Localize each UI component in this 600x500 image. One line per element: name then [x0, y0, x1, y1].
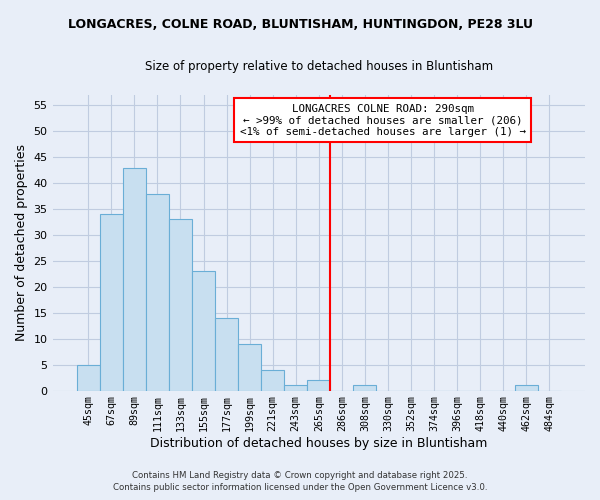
Bar: [284, 386, 307, 390]
Bar: [238, 344, 261, 391]
Bar: [77, 364, 100, 390]
Bar: [215, 318, 238, 390]
Bar: [515, 386, 538, 390]
Bar: [100, 214, 123, 390]
Bar: [261, 370, 284, 390]
Bar: [169, 220, 192, 390]
Y-axis label: Number of detached properties: Number of detached properties: [15, 144, 28, 342]
Text: LONGACRES, COLNE ROAD, BLUNTISHAM, HUNTINGDON, PE28 3LU: LONGACRES, COLNE ROAD, BLUNTISHAM, HUNTI…: [67, 18, 533, 30]
Bar: [353, 386, 376, 390]
X-axis label: Distribution of detached houses by size in Bluntisham: Distribution of detached houses by size …: [150, 437, 487, 450]
Bar: [146, 194, 169, 390]
Bar: [192, 272, 215, 390]
Title: Size of property relative to detached houses in Bluntisham: Size of property relative to detached ho…: [145, 60, 493, 73]
Bar: [307, 380, 330, 390]
Text: Contains HM Land Registry data © Crown copyright and database right 2025.
Contai: Contains HM Land Registry data © Crown c…: [113, 471, 487, 492]
Text: LONGACRES COLNE ROAD: 290sqm
← >99% of detached houses are smaller (206)
<1% of : LONGACRES COLNE ROAD: 290sqm ← >99% of d…: [239, 104, 526, 137]
Bar: [123, 168, 146, 390]
